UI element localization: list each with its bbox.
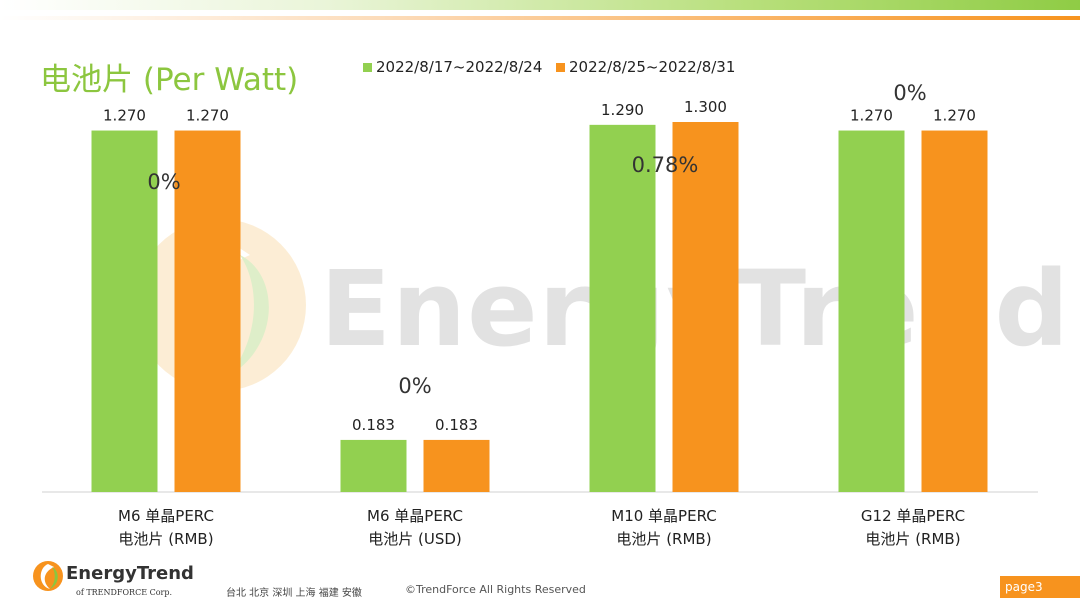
category-label-c1-l2: 电池片 (RMB) — [118, 530, 213, 548]
bar-s2-c4 — [921, 130, 988, 493]
chart-title: 电池片 (Per Watt) — [40, 62, 299, 98]
data-label-s1-c1: 1.270 — [103, 107, 146, 125]
category-label-c1-l1: M6 单晶PERC — [118, 507, 214, 525]
category-label-c4-l1: G12 单晶PERC — [861, 507, 965, 525]
data-label-s2-c4: 1.270 — [933, 107, 976, 125]
footer-copyright: ©TrendForce All Rights Reserved — [405, 583, 586, 596]
change-label-c2: 0% — [398, 374, 431, 398]
bar-s1-c4 — [838, 130, 905, 493]
bar-s2-c2 — [423, 439, 490, 492]
bar-chart: 1.270 0.183 1.290 1.270 1.270 0.183 1.300 1.270… — [42, 81, 1038, 548]
top-gradient-bar — [0, 0, 1080, 10]
category-label-c2-l1: M6 单晶PERC — [367, 507, 463, 525]
legend-item-week1: 2022/8/17~2022/8/24 — [363, 58, 542, 76]
data-label-s1-c2: 0.183 — [352, 416, 395, 434]
bar-s1-c3 — [589, 124, 656, 492]
change-label-c1: 0% — [147, 170, 180, 194]
data-label-s2-c3: 1.300 — [684, 98, 727, 116]
change-label-c3: 0.78% — [632, 153, 699, 177]
category-label-c2-l2: 电池片 (USD) — [368, 530, 462, 548]
legend-item-week2: 2022/8/25~2022/8/31 — [556, 58, 735, 76]
top-orange-line — [0, 16, 1080, 20]
category-label-c4-l2: 电池片 (RMB) — [865, 530, 960, 548]
legend-label-week1: 2022/8/17~2022/8/24 — [376, 58, 543, 76]
data-label-s1-c4: 1.270 — [850, 107, 893, 125]
footer-brand: EnergyTrend — [66, 563, 194, 584]
data-label-s2-c2: 0.183 — [435, 416, 478, 434]
category-label-c3-l2: 电池片 (RMB) — [616, 530, 711, 548]
legend-label-week2: 2022/8/25~2022/8/31 — [569, 58, 736, 76]
data-label-s2-c1: 1.270 — [186, 107, 229, 125]
bar-s1-c2 — [340, 439, 407, 492]
legend-swatch-green — [363, 62, 372, 72]
energytrend-logo-icon — [33, 561, 63, 591]
category-label-c3-l1: M10 单晶PERC — [611, 507, 716, 525]
change-label-c4: 0% — [893, 81, 926, 105]
footer-cities: 台北 北京 深圳 上海 福建 安徽 — [226, 588, 362, 599]
footer-subtitle: of TRENDFORCE Corp. — [76, 588, 172, 597]
legend-swatch-orange — [556, 62, 565, 72]
page-number-badge: page3 — [1000, 576, 1080, 598]
bar-s2-c3 — [672, 122, 739, 492]
bar-s2-c1 — [174, 130, 241, 493]
data-label-s1-c3: 1.290 — [601, 101, 644, 119]
bar-s1-c1 — [91, 130, 158, 493]
